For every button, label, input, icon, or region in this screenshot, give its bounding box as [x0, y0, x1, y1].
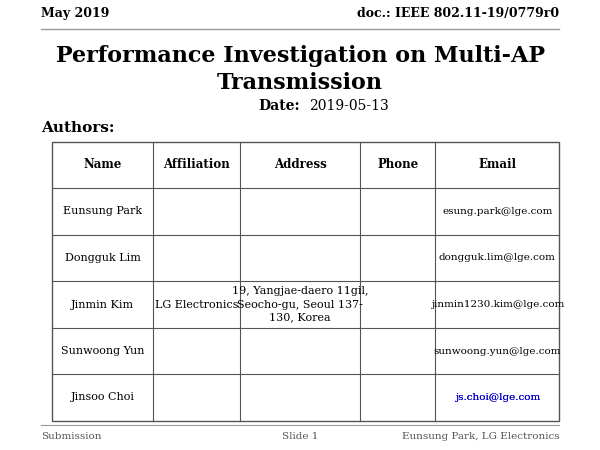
- Text: 19, Yangjae-daero 11gil,
Seocho-gu, Seoul 137-
130, Korea: 19, Yangjae-daero 11gil, Seocho-gu, Seou…: [232, 286, 368, 323]
- Text: Phone: Phone: [377, 158, 419, 171]
- Text: LG Electronics: LG Electronics: [155, 300, 238, 310]
- Text: Authors:: Authors:: [41, 121, 114, 135]
- Text: Jinmin Kim: Jinmin Kim: [71, 300, 134, 310]
- Text: 2019-05-13: 2019-05-13: [308, 99, 388, 113]
- Text: Email: Email: [478, 158, 516, 171]
- Text: esung.park@lge.com: esung.park@lge.com: [442, 207, 553, 216]
- Text: Jinsoo Choi: Jinsoo Choi: [71, 392, 135, 402]
- Text: Slide 1: Slide 1: [282, 432, 318, 441]
- Text: doc.: IEEE 802.11-19/0779r0: doc.: IEEE 802.11-19/0779r0: [357, 7, 559, 20]
- Text: Submission: Submission: [41, 432, 101, 441]
- Text: Name: Name: [83, 158, 122, 171]
- Text: Affiliation: Affiliation: [163, 158, 230, 171]
- Text: js.choi@lge.com: js.choi@lge.com: [455, 393, 540, 402]
- Text: sunwoong.yun@lge.com: sunwoong.yun@lge.com: [434, 346, 561, 356]
- Text: Sunwoong Yun: Sunwoong Yun: [61, 346, 145, 356]
- Text: jinmin1230.kim@lge.com: jinmin1230.kim@lge.com: [431, 300, 564, 309]
- Text: May 2019: May 2019: [41, 7, 109, 20]
- Text: Dongguk Lim: Dongguk Lim: [65, 253, 140, 263]
- Text: Date:: Date:: [259, 99, 300, 113]
- Text: Eunsung Park, LG Electronics: Eunsung Park, LG Electronics: [401, 432, 559, 441]
- Bar: [52, 142, 559, 421]
- Text: Performance Investigation on Multi-AP
Transmission: Performance Investigation on Multi-AP Tr…: [56, 45, 545, 94]
- Text: Eunsung Park: Eunsung Park: [63, 207, 142, 216]
- Text: js.choi@lge.com: js.choi@lge.com: [455, 393, 540, 402]
- Text: dongguk.lim@lge.com: dongguk.lim@lge.com: [439, 253, 556, 262]
- Text: Address: Address: [274, 158, 326, 171]
